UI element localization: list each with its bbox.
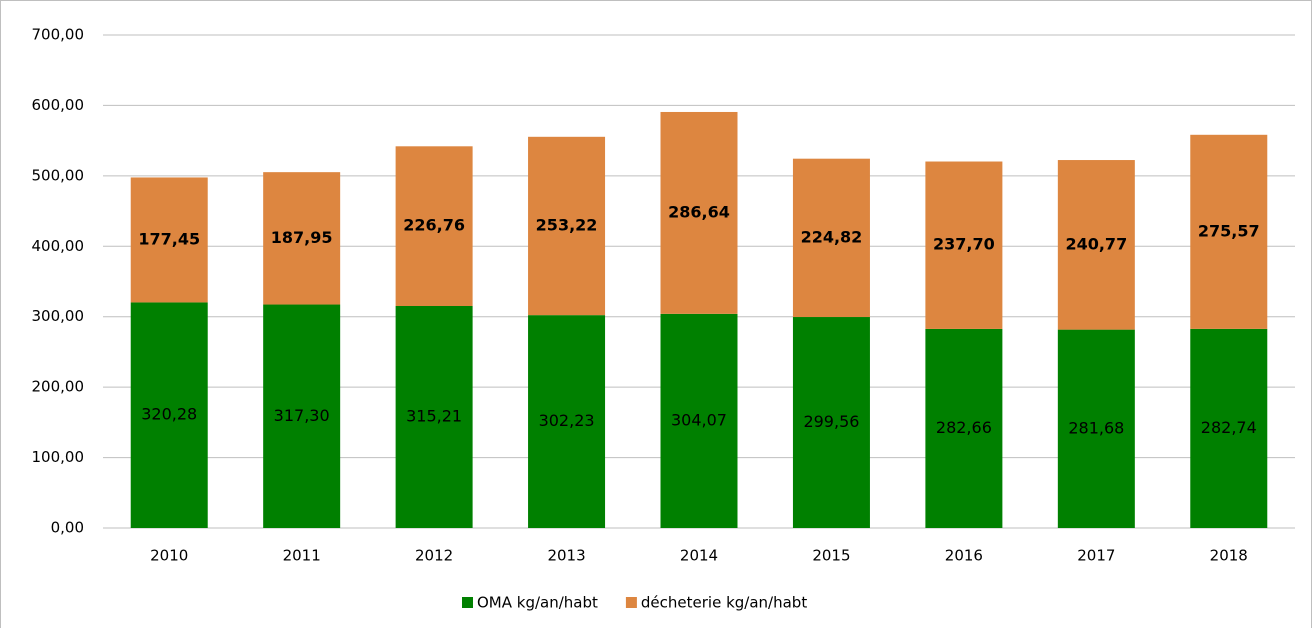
x-tick-label: 2012 (415, 547, 453, 565)
bar-segment (395, 306, 473, 528)
y-tick-label: 300,00 (32, 307, 85, 325)
data-label: 282,74 (1201, 418, 1257, 437)
bar-segment (395, 146, 473, 307)
data-label: 302,23 (539, 411, 595, 430)
bar-segment (528, 315, 606, 528)
bar-segment (1190, 328, 1268, 528)
bar-segment (925, 161, 1003, 329)
y-tick-label: 400,00 (32, 237, 85, 255)
data-label: 282,66 (936, 418, 992, 437)
data-label: 177,45 (138, 229, 200, 248)
bar-segment (660, 313, 738, 528)
x-tick-label: 2014 (680, 547, 718, 565)
bar-segment (130, 302, 208, 528)
x-tick-label: 2017 (1077, 547, 1115, 565)
bar-segment (1190, 134, 1268, 329)
data-label: 253,22 (536, 215, 598, 234)
data-label: 320,28 (141, 405, 197, 424)
y-tick-label: 500,00 (32, 166, 85, 184)
data-label: 237,70 (933, 235, 995, 254)
x-tick-label: 2011 (283, 547, 321, 565)
data-label: 286,64 (668, 202, 730, 221)
data-label: 317,30 (274, 406, 330, 425)
bar-segment (660, 111, 738, 314)
legend-swatch (462, 597, 473, 608)
bar-segment (263, 304, 341, 528)
bar-segment (792, 158, 870, 318)
y-tick-label: 600,00 (32, 96, 85, 114)
y-tick-label: 700,00 (32, 26, 85, 44)
x-tick-label: 2016 (945, 547, 983, 565)
bar-segment (1057, 160, 1135, 330)
x-tick-label: 2018 (1210, 547, 1248, 565)
data-label: 187,95 (271, 228, 333, 247)
data-label: 304,07 (671, 410, 727, 429)
data-label: 224,82 (801, 227, 863, 246)
legend-label: OMA kg/an/habt (477, 594, 598, 612)
data-label: 315,21 (406, 407, 462, 426)
data-label: 299,56 (803, 412, 859, 431)
data-label: 275,57 (1198, 221, 1260, 240)
legend-label: décheterie kg/an/habt (641, 594, 807, 612)
bar-segment (263, 172, 341, 305)
bar-segment (792, 317, 870, 528)
data-label: 281,68 (1068, 418, 1124, 437)
y-tick-label: 200,00 (32, 378, 85, 396)
bar-segment (925, 328, 1003, 528)
x-tick-label: 2010 (150, 547, 188, 565)
legend-swatch (625, 597, 637, 608)
data-label: 240,77 (1065, 234, 1127, 253)
data-label: 226,76 (403, 216, 465, 235)
x-tick-label: 2015 (812, 547, 850, 565)
bar-segment (1057, 329, 1135, 528)
y-tick-label: 0,00 (51, 519, 84, 537)
x-tick-label: 2013 (547, 547, 585, 565)
y-tick-label: 100,00 (32, 448, 85, 466)
bar-segment (528, 136, 606, 316)
bar-segment (130, 177, 208, 303)
